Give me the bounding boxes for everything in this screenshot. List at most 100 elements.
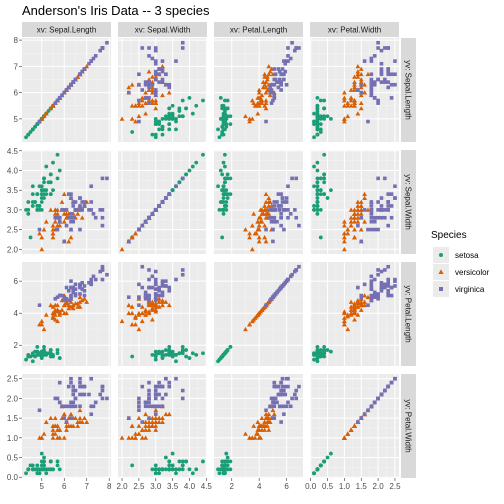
point-setosa: [26, 132, 31, 137]
point-virginica: [280, 284, 285, 288]
point-versicolor: [149, 423, 155, 428]
point-versicolor: [358, 207, 364, 212]
point-virginica: [271, 82, 275, 87]
point-setosa: [180, 114, 185, 119]
point-versicolor: [41, 113, 47, 119]
point-virginica: [386, 384, 391, 389]
point-versicolor: [52, 219, 58, 224]
point-versicolor: [263, 105, 269, 111]
point-versicolor: [70, 305, 76, 311]
point-setosa: [220, 188, 225, 193]
point-setosa: [225, 172, 230, 177]
point-virginica: [279, 82, 283, 87]
point-virginica: [100, 176, 105, 181]
x-tick-label-sepal-width: 2.5: [133, 482, 145, 491]
point-virginica: [57, 400, 62, 405]
point-virginica: [153, 269, 158, 274]
panel-sepal-width-vs-petal-length: [118, 262, 207, 366]
point-versicolor: [129, 310, 135, 316]
column-strips: xv: Sepal.Length xv: Sepal.Width xv: Petal…: [22, 22, 399, 37]
point-versicolor: [153, 98, 159, 103]
point-virginica: [383, 46, 387, 50]
point-virginica: [180, 40, 185, 45]
point-versicolor: [348, 304, 354, 309]
point-versicolor: [79, 215, 85, 220]
point-virginica: [153, 396, 158, 401]
point-virginica: [386, 72, 391, 77]
point-setosa: [315, 168, 320, 173]
minor-grid: [214, 150, 303, 254]
point-versicolor: [57, 310, 63, 316]
point-versicolor: [39, 246, 45, 252]
point-setosa: [26, 211, 31, 216]
point-virginica: [153, 69, 158, 74]
point-virginica: [393, 59, 397, 63]
y-tick-label-petal-width: 2.0: [7, 394, 19, 403]
point-versicolor: [341, 238, 347, 244]
point-versicolor: [358, 307, 364, 312]
point-virginica: [393, 284, 397, 288]
point-setosa: [30, 192, 35, 197]
point-versicolor: [352, 227, 357, 232]
point-versicolor: [355, 215, 361, 220]
point-virginica: [283, 384, 288, 389]
point-setosa: [315, 344, 320, 349]
point-setosa: [160, 352, 165, 357]
point-virginica: [372, 80, 377, 84]
point-virginica: [279, 420, 283, 424]
point-setosa: [30, 200, 35, 204]
series-versicolor-points: [243, 403, 277, 440]
point-versicolor: [247, 119, 252, 124]
point-virginica: [150, 82, 155, 87]
point-setosa: [221, 352, 226, 357]
point-setosa: [51, 188, 55, 193]
point-versicolor: [270, 407, 276, 413]
point-setosa: [57, 467, 62, 472]
point-setosa: [46, 467, 51, 472]
point-versicolor: [133, 435, 138, 440]
point-setosa: [315, 192, 320, 197]
point-virginica: [69, 212, 73, 216]
point-versicolor: [243, 227, 248, 232]
point-versicolor: [256, 87, 262, 92]
point-virginica: [157, 285, 161, 290]
series-virginica-points: [126, 264, 185, 307]
point-setosa: [329, 116, 333, 121]
point-setosa: [177, 114, 182, 119]
point-virginica: [153, 404, 158, 409]
point-versicolor: [75, 423, 81, 428]
point-versicolor: [265, 77, 270, 82]
point-virginica: [62, 239, 67, 244]
point-virginica: [60, 208, 64, 212]
point-virginica: [290, 40, 294, 45]
point-setosa: [157, 122, 162, 127]
point-setosa: [322, 351, 327, 356]
major-grid: [22, 150, 111, 254]
point-virginica: [143, 80, 148, 84]
point-versicolor: [348, 103, 354, 108]
point-virginica: [157, 404, 161, 409]
point-virginica: [80, 69, 85, 74]
point-versicolor: [355, 69, 361, 74]
point-virginica: [150, 274, 155, 279]
point-virginica: [279, 392, 283, 397]
point-versicolor: [126, 310, 132, 316]
point-virginica: [93, 277, 98, 282]
point-versicolor: [55, 435, 60, 440]
point-versicolor: [129, 103, 135, 108]
point-versicolor: [352, 100, 357, 106]
point-virginica: [277, 69, 282, 74]
point-versicolor: [59, 307, 65, 312]
point-setosa: [174, 471, 178, 476]
point-virginica: [82, 392, 87, 397]
point-virginica: [153, 388, 158, 393]
y-tick-label-sepal-width: 2.0: [7, 245, 19, 254]
point-virginica: [389, 192, 394, 196]
point-virginica: [143, 400, 148, 405]
point-virginica: [272, 200, 277, 204]
point-virginica: [87, 392, 91, 397]
point-versicolor: [39, 318, 45, 324]
point-versicolor: [149, 299, 155, 304]
column-strip-label-sepal-length: xv: Sepal.Length: [37, 26, 97, 35]
row-strip-label-petal-length: yv: Petal.Length: [404, 285, 413, 342]
